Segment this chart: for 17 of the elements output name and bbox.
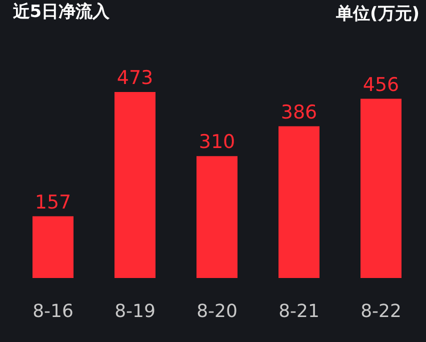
bar — [278, 126, 320, 278]
data-label: 386 — [280, 101, 318, 124]
bar — [114, 92, 156, 278]
x-tick-label: 8-21 — [278, 301, 320, 322]
data-label: 473 — [116, 67, 154, 90]
data-label: 310 — [198, 131, 236, 154]
x-tick-label: 8-19 — [114, 301, 156, 322]
x-tick-label: 8-20 — [196, 301, 238, 322]
bar — [32, 216, 74, 278]
x-tick-label: 8-22 — [360, 301, 402, 322]
bar — [196, 156, 238, 278]
chart-title: 近5日净流入 — [12, 2, 111, 22]
bar — [360, 98, 402, 278]
data-label: 157 — [34, 191, 72, 214]
x-tick-label: 8-16 — [32, 301, 74, 322]
text: 单位(万元) — [335, 4, 420, 24]
data-label: 456 — [362, 74, 400, 96]
